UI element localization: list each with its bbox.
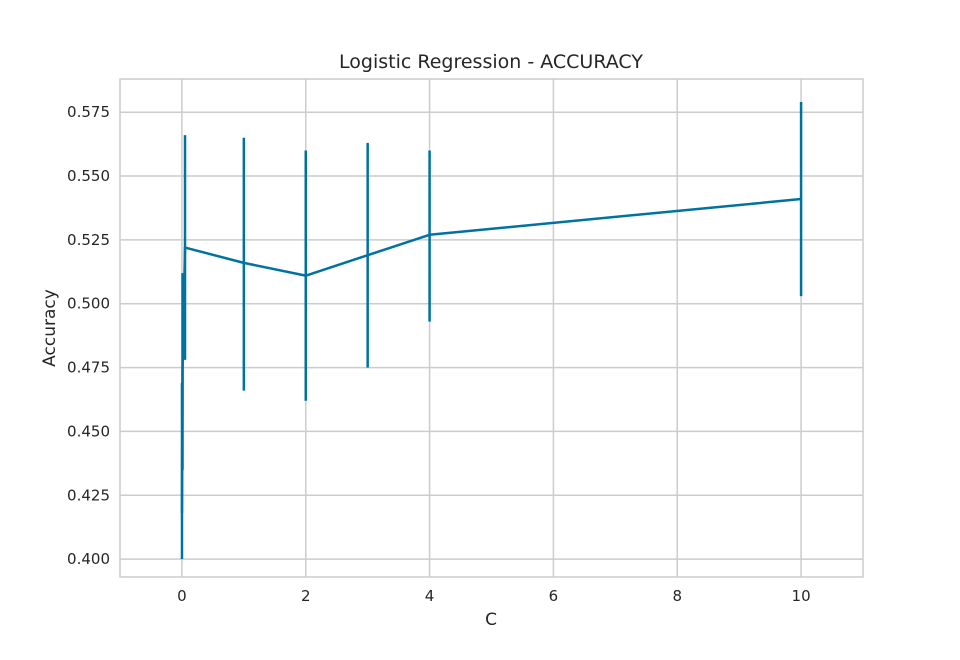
- y-axis-label: Accuracy: [40, 289, 60, 367]
- x-axis-label: C: [485, 610, 497, 630]
- x-tick-label: 6: [549, 587, 559, 605]
- x-tick-label: 4: [425, 587, 435, 605]
- series-line: [180, 197, 802, 514]
- x-tick-label: 0: [177, 587, 187, 605]
- y-tick-label: 0.475: [67, 359, 110, 377]
- x-tick-label: 8: [672, 587, 682, 605]
- y-tick-label: 0.400: [67, 550, 110, 568]
- y-tick-label: 0.425: [67, 486, 110, 504]
- y-tick-label: 0.450: [67, 422, 110, 440]
- x-tick-labels: 0 2 4 6 8 10: [177, 587, 810, 605]
- y-tick-label: 0.550: [67, 167, 110, 185]
- x-tick-label: 2: [301, 587, 311, 605]
- y-tick-label: 0.575: [67, 103, 110, 121]
- plot-frame: [119, 78, 864, 578]
- y-tick-label: 0.525: [67, 231, 110, 249]
- y-tick-label: 0.500: [67, 295, 110, 313]
- x-tick-label: 10: [792, 587, 811, 605]
- chart-title: Logistic Regression - ACCURACY: [339, 51, 643, 73]
- y-tick-labels: 0.400 0.425 0.450 0.475 0.500 0.525 0.550 0.575: [67, 103, 110, 568]
